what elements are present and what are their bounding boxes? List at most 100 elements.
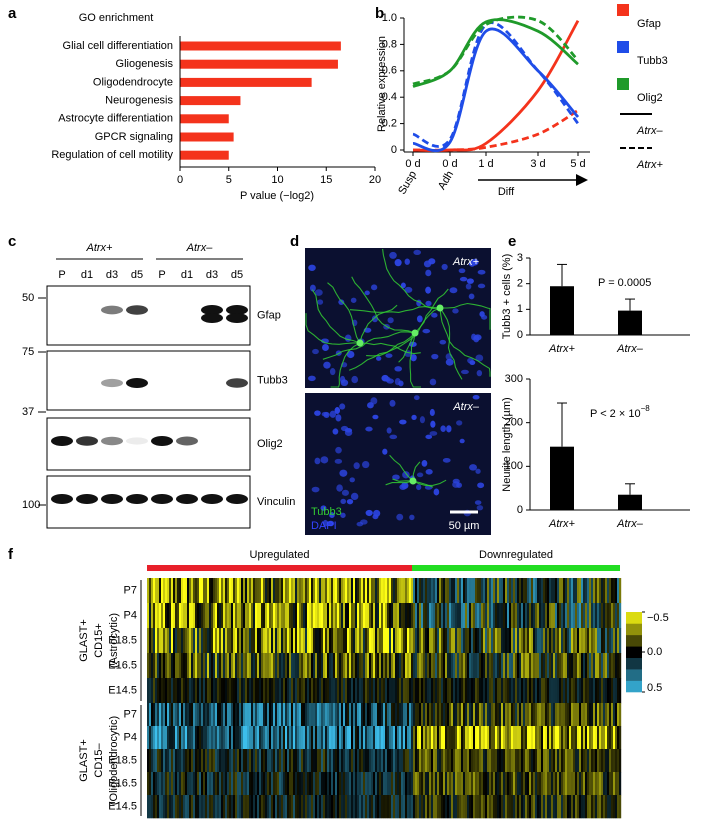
heatmap-cell [155,772,158,796]
heatmap-cell [361,726,364,750]
heatmap-cell [455,653,458,679]
heatmap-cell [397,703,400,727]
heatmap-cell [217,653,220,679]
heatmap-cell [233,578,236,604]
heatmap-cell [481,772,484,796]
heatmap-cell [483,795,486,819]
heatmap-cell [447,772,450,796]
heatmap-cell [607,678,610,704]
heatmap-cell [577,628,580,654]
neurite [359,304,398,344]
heatmap-cell [473,772,476,796]
heatmap-cell [293,628,296,654]
heatmap-cell [179,749,182,773]
heatmap-cell [519,678,522,704]
blot-band [101,494,123,504]
heatmap-cell [363,772,366,796]
y-tick-label: 300 [505,373,523,385]
heatmap-cell [461,653,464,679]
heatmap-cell [599,749,602,773]
heatmap-cell [189,726,192,750]
heatmap-cell [405,749,408,773]
heatmap-cell [575,749,578,773]
heatmap-cell [437,628,440,654]
nucleus [399,419,407,425]
heatmap-cell [559,749,562,773]
heatmap-cell [537,772,540,796]
heatmap-cell [407,749,410,773]
heatmap-cell [285,603,288,629]
heatmap-cell [523,772,526,796]
heatmap-cell [241,628,244,654]
heatmap-cell [585,726,588,750]
heatmap-cell [453,578,456,604]
heatmap-cell [511,603,514,629]
heatmap-cell [605,726,608,750]
heatmap-cell [467,726,470,750]
heatmap-cell [337,578,340,604]
heatmap-cell [151,795,154,819]
heatmap-cell [537,749,540,773]
nucleus [419,416,426,424]
heatmap-cell [359,703,362,727]
heatmap-cell [361,795,364,819]
heatmap-cell [367,772,370,796]
heatmap-cell [359,653,362,679]
heatmap-cell [211,678,214,704]
heatmap-cell [433,628,436,654]
heatmap-cell [535,795,538,819]
heatmap-cell [215,653,218,679]
heatmap-cell [553,578,556,604]
heatmap-cell [289,603,292,629]
heatmap-cell [183,603,186,629]
heatmap-cell [493,726,496,750]
heatmap-cell [575,703,578,727]
heatmap-cell [349,628,352,654]
heatmap-cell [439,703,442,727]
heatmap-cell [611,772,614,796]
heatmap-cell [281,726,284,750]
heatmap-cell [161,578,164,604]
heatmap-cell [277,628,280,654]
heatmap-cell [409,653,412,679]
blot-band [76,436,98,446]
heatmap-cell [559,726,562,750]
heatmap-cell [615,678,618,704]
heatmap-cell [475,749,478,773]
heatmap-cell [201,603,204,629]
heatmap-cell [175,772,178,796]
heatmap-cell [501,603,504,629]
heatmap-cell [353,795,356,819]
heatmap-cell [385,795,388,819]
heatmap-cell [477,749,480,773]
heatmap-cell [153,603,156,629]
nucleus [317,299,324,305]
heatmap-cell [533,578,536,604]
heatmap-cell [507,603,510,629]
heatmap-cell [407,795,410,819]
heatmap-cell [385,772,388,796]
heatmap-cell [489,703,492,727]
heatmap-cell [611,653,614,679]
heatmap-cell [303,578,306,604]
heatmap-cell [417,795,420,819]
heatmap-cell [603,603,606,629]
heatmap-cell [369,703,372,727]
heatmap-cell [353,628,356,654]
heatmap-cell [521,628,524,654]
heatmap-cell [391,726,394,750]
heatmap-cell [373,749,376,773]
heatmap-cell [153,703,156,727]
nucleus [370,284,378,291]
heatmap-cell [367,749,370,773]
heatmap-cell [511,772,514,796]
heatmap-cell [375,749,378,773]
heatmap-cell [503,628,506,654]
heatmap-cell [453,703,456,727]
heatmap-cell [325,795,328,819]
heatmap-cell [215,726,218,750]
heatmap-cell [327,703,330,727]
heatmap-cell [337,772,340,796]
heatmap-cell [491,703,494,727]
heatmap-cell [527,795,530,819]
